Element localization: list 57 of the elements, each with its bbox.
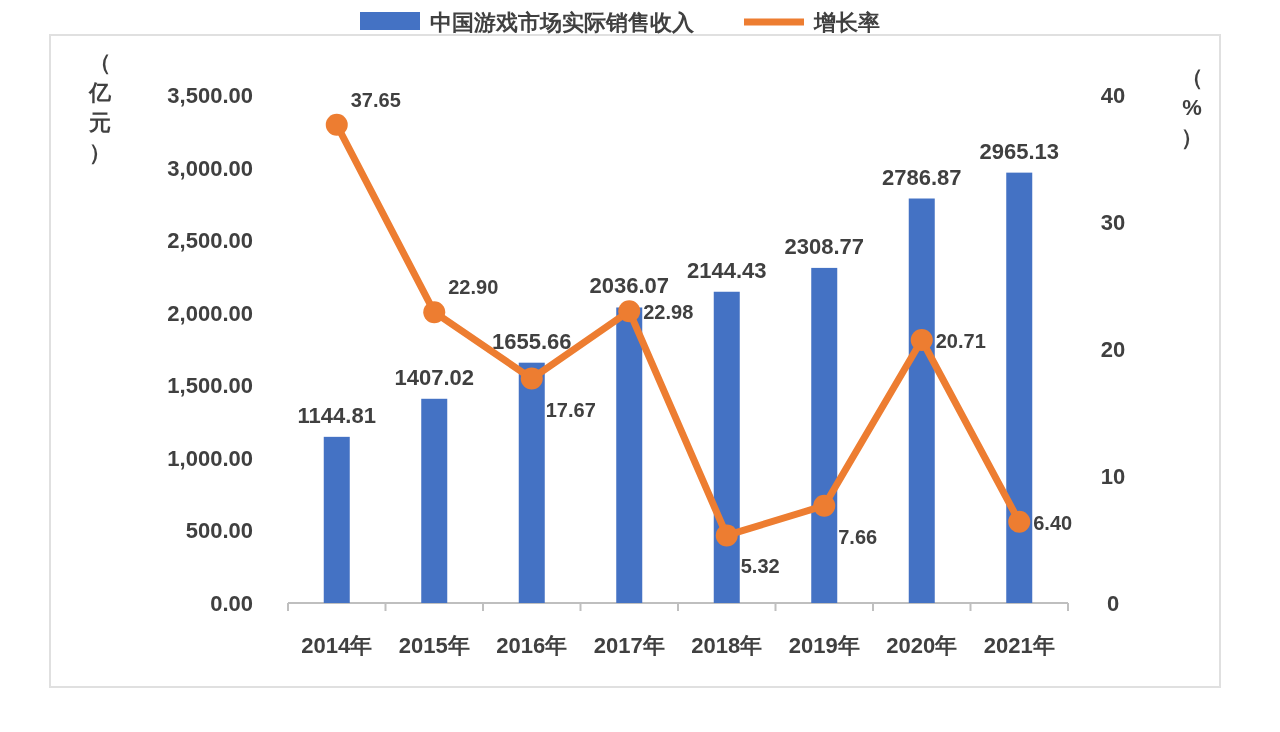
bar xyxy=(713,291,740,603)
x-tick-label: 2018年 xyxy=(691,633,763,658)
point xyxy=(423,301,446,324)
bar xyxy=(1006,172,1033,603)
data-label: 2036.07 xyxy=(589,273,670,299)
x-tick-label: 2016年 xyxy=(496,633,568,658)
y2-tick-label: 0 xyxy=(1106,591,1120,616)
point xyxy=(1008,510,1031,533)
legend-label: 增长率 xyxy=(813,10,880,35)
y2-tick-label: 30 xyxy=(1100,210,1126,235)
data-label: 5.32 xyxy=(740,555,780,578)
data-label: 6.40 xyxy=(1033,511,1073,534)
data-label: 1407.02 xyxy=(394,364,475,390)
data-label: 2786.87 xyxy=(881,164,962,190)
bar xyxy=(421,398,448,603)
bar xyxy=(323,436,350,603)
legend-label: 中国游戏市场实际销售收入 xyxy=(430,10,695,35)
data-label: 2308.77 xyxy=(784,233,865,259)
data-label: 22.90 xyxy=(448,276,499,299)
y2-tick-label: 20 xyxy=(1100,337,1126,362)
y-tick-label: 3,000.00 xyxy=(167,155,253,181)
data-label: 20.71 xyxy=(935,329,986,352)
data-label: 1144.81 xyxy=(297,402,376,428)
y-tick-label: 1,000.00 xyxy=(167,445,253,471)
y2-axis-title: （%） xyxy=(1181,65,1203,150)
y-tick-label: 3,500.00 xyxy=(167,83,253,108)
y-tick-label: 0.00 xyxy=(210,591,253,616)
data-label: 7.66 xyxy=(838,525,878,548)
y-tick-label: 2,500.00 xyxy=(167,228,253,254)
point xyxy=(520,367,543,390)
y-tick-label: 500.00 xyxy=(185,518,253,544)
point xyxy=(618,300,641,323)
x-tick-label: 2019年 xyxy=(788,633,860,658)
data-label: 22.98 xyxy=(643,301,694,324)
data-label: 2144.43 xyxy=(686,257,767,283)
point xyxy=(910,328,933,351)
point xyxy=(715,524,738,547)
bar xyxy=(616,307,643,603)
bar xyxy=(908,198,935,603)
bar xyxy=(811,267,838,603)
x-tick-label: 2017年 xyxy=(593,633,665,658)
y2-tick-label: 10 xyxy=(1100,464,1126,489)
data-label: 1655.66 xyxy=(491,328,572,354)
y2-tick-label: 40 xyxy=(1100,83,1126,108)
point xyxy=(813,494,836,517)
y-tick-label: 2,000.00 xyxy=(167,300,253,326)
point xyxy=(325,113,348,136)
x-tick-label: 2014年 xyxy=(301,633,373,658)
x-tick-label: 2020年 xyxy=(886,633,958,658)
data-label: 2965.13 xyxy=(979,138,1060,164)
y-axis-title: （亿元） xyxy=(88,50,112,165)
y-tick-label: 1,500.00 xyxy=(167,373,253,399)
data-label: 37.65 xyxy=(350,88,401,111)
x-tick-label: 2021年 xyxy=(983,633,1055,658)
x-tick-label: 2015年 xyxy=(398,633,470,658)
data-label: 17.67 xyxy=(545,398,596,421)
bar xyxy=(518,362,545,603)
